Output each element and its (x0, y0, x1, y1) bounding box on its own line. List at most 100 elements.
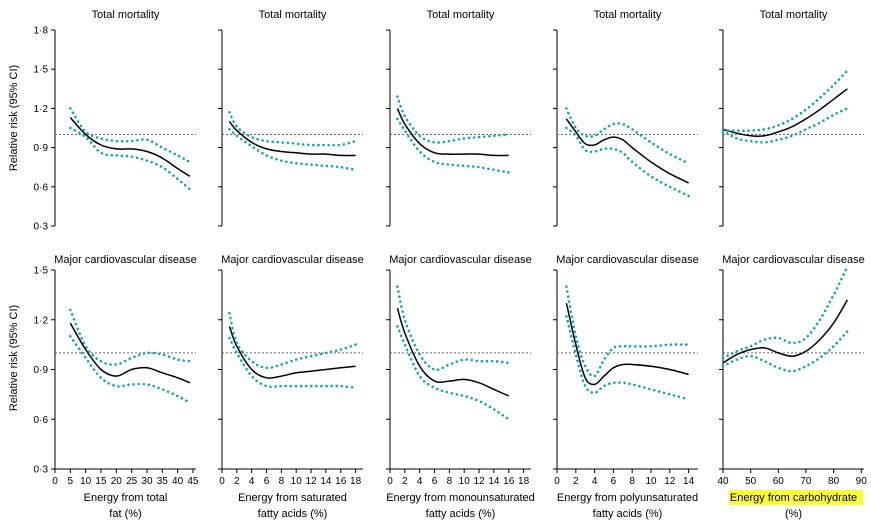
panel-title: Total mortality (594, 9, 662, 21)
x-tick-label: 10 (80, 476, 92, 487)
x-tick-label: 15 (95, 476, 107, 487)
x-tick-label: 20 (111, 476, 123, 487)
panel-2: Total mortality (386, 9, 531, 227)
panel-9: Major cardiovascular disease 40 50 60 70 80 90… (717, 254, 867, 520)
estimate-line (69, 116, 191, 177)
x-tick-label: 2 (573, 476, 579, 487)
x-tick-label: 40 (717, 476, 729, 487)
panel-0: Total mortality 0·3 0·6 0·9 1·2 1·5 1·8 (34, 9, 196, 233)
x-tick-label: 8 (279, 476, 285, 487)
ci-lower-line (228, 336, 357, 389)
x-tick-label: 90 (856, 476, 868, 487)
y-tick-label: 1·2 (34, 104, 49, 115)
estimate-line (396, 307, 510, 397)
panel-grid: Total mortality 0·3 0·6 0·9 1·2 1·5 1·8 Total m… (34, 9, 868, 520)
x-tick-label: 70 (800, 476, 812, 487)
ci-upper-line (396, 285, 510, 372)
x-tick-label: 40 (172, 476, 184, 487)
ci-upper-line (228, 311, 357, 370)
x-axis-label: (%) (785, 508, 802, 520)
panel-title: Major cardiovascular disease (722, 254, 864, 266)
x-tick-label: 12 (305, 476, 317, 487)
ci-upper-line (228, 111, 357, 147)
x-tick-label: 8 (447, 476, 453, 487)
estimate-line (565, 303, 689, 386)
panel-4: Total mortality (719, 9, 864, 227)
y-axis-label-bottom: Relative risk (95% CI) (8, 305, 20, 411)
x-axis-label: Energy from carbohydrate (730, 492, 857, 504)
x-tick-label: 4 (592, 476, 598, 487)
ci-lower-line (721, 107, 849, 144)
ci-upper-line (721, 69, 849, 132)
x-tick-label: 45 (187, 476, 199, 487)
x-tick-label: 16 (503, 476, 515, 487)
x-tick-label: 2 (402, 476, 408, 487)
estimate-line (722, 88, 848, 137)
panel-1: Total mortality (218, 9, 363, 227)
y-axis-label-top: Relative risk (95% CI) (8, 65, 20, 171)
panel-title: Total mortality (427, 9, 495, 21)
ci-lower-line (565, 315, 690, 401)
x-tick-label: 0 (554, 476, 560, 487)
x-tick-label: 14 (683, 476, 695, 487)
x-axis-label: fatty acids (%) (593, 508, 663, 520)
y-tick-label: 1·8 (34, 26, 49, 37)
x-tick-label: 30 (141, 476, 153, 487)
panel-title: Major cardiovascular disease (556, 254, 698, 266)
ci-upper-line (721, 265, 849, 360)
x-tick-label: 0 (52, 476, 58, 487)
ci-lower-line (396, 325, 510, 421)
panel-title: Total mortality (92, 9, 160, 21)
x-axis-label: Energy from monounsaturated (386, 492, 535, 504)
panel-title: Major cardiovascular disease (389, 254, 531, 266)
panel-5: Major cardiovascular disease 0·3 0·6 0·9 1·2… (34, 254, 199, 520)
y-tick-label: 0·6 (34, 182, 49, 193)
ci-lower-line (228, 128, 357, 172)
x-tick-label: 5 (68, 476, 74, 487)
ci-upper-line (565, 107, 690, 165)
x-axis-label: fatty acids (%) (258, 508, 328, 520)
x-tick-label: 25 (126, 476, 138, 487)
estimate-line (228, 121, 356, 157)
estimate-line (565, 118, 689, 184)
x-axis-label: fat (%) (109, 508, 141, 520)
x-tick-label: 6 (264, 476, 270, 487)
x-tick-label: 16 (335, 476, 347, 487)
x-axis-label: fatty acids (%) (426, 508, 496, 520)
x-tick-label: 50 (745, 476, 757, 487)
x-tick-label: 18 (350, 476, 362, 487)
x-tick-label: 18 (518, 476, 530, 487)
estimate-line (69, 322, 191, 384)
x-tick-label: 0 (219, 476, 225, 487)
x-tick-label: 12 (473, 476, 485, 487)
y-tick-label: 0·9 (34, 143, 49, 154)
panel-8: Major cardiovascular disease 0 2 4 6 8 10 12 14 E… (553, 254, 699, 520)
xlabel-highlight (729, 490, 863, 505)
x-tick-label: 12 (664, 476, 676, 487)
estimate-line (396, 108, 509, 157)
x-tick-label: 10 (459, 476, 471, 487)
panel-title: Total mortality (259, 9, 327, 21)
x-tick-label: 14 (488, 476, 500, 487)
x-tick-label: 4 (417, 476, 423, 487)
panel-title: Major cardiovascular disease (54, 254, 196, 266)
x-tick-label: 4 (249, 476, 255, 487)
x-tick-label: 2 (234, 476, 240, 487)
y-tick-label: 0·3 (34, 465, 49, 476)
x-axis-label: Energy from polyunsaturated (557, 492, 698, 504)
y-tick-label: 0·6 (34, 415, 49, 426)
panel-title: Total mortality (760, 9, 828, 21)
ci-lower-line (721, 330, 849, 373)
x-tick-label: 8 (629, 476, 635, 487)
y-tick-label: 1·5 (34, 266, 49, 277)
x-tick-label: 6 (432, 476, 438, 487)
x-axis-label: Energy from saturated (238, 492, 347, 504)
x-tick-label: 6 (611, 476, 617, 487)
ci-upper-line (396, 95, 510, 144)
ci-lower-line (69, 335, 192, 404)
y-tick-label: 0·9 (34, 365, 49, 376)
ci-upper-line (69, 308, 192, 366)
